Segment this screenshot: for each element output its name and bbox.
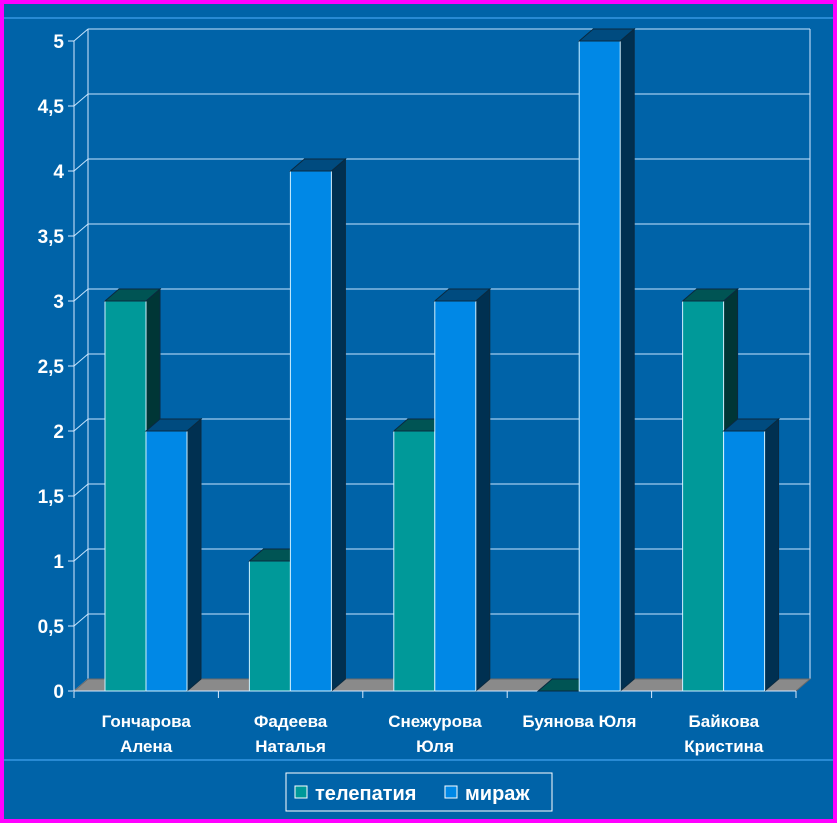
bar-front bbox=[393, 430, 436, 692]
bar-top bbox=[681, 288, 739, 302]
x-tick-label: Фадеева bbox=[254, 712, 328, 731]
y-tick-label: 3,5 bbox=[38, 227, 65, 248]
bar-side bbox=[764, 417, 780, 693]
bar-front bbox=[682, 300, 725, 692]
gridline-side bbox=[73, 288, 89, 302]
bar-мираж-2 bbox=[433, 287, 492, 693]
bar-мираж-4 bbox=[722, 417, 780, 693]
bar-front bbox=[289, 170, 332, 692]
bar-side bbox=[475, 287, 491, 693]
legend-swatch-мираж bbox=[444, 785, 458, 799]
y-tick-label: 4 bbox=[53, 162, 64, 183]
gridline-side bbox=[73, 353, 89, 367]
bar-мираж-0 bbox=[144, 417, 203, 693]
x-tick-label: Кристина bbox=[684, 737, 764, 756]
legend-swatch-телепатия bbox=[294, 785, 308, 799]
gridline-side bbox=[73, 28, 89, 42]
x-tick-label: Алена bbox=[120, 737, 173, 756]
legend-label-телепатия: телепатия bbox=[315, 783, 416, 805]
y-tick-label: 0 bbox=[53, 682, 64, 703]
bar-side bbox=[186, 417, 202, 693]
y-tick-label: 2,5 bbox=[38, 357, 65, 378]
legend-label-мираж: мираж bbox=[465, 783, 530, 805]
bar-top bbox=[577, 28, 636, 42]
gridline-side bbox=[73, 483, 89, 497]
x-tick-label: Наталья bbox=[255, 737, 326, 756]
gridline-side bbox=[73, 613, 89, 627]
gridline-side bbox=[73, 223, 89, 237]
x-tick-label: Буянова Юля bbox=[522, 712, 636, 731]
bar-мираж-3 bbox=[577, 27, 636, 693]
bar-front bbox=[145, 430, 188, 692]
x-tick-label: Юля bbox=[416, 737, 454, 756]
bar-front bbox=[723, 430, 766, 692]
y-tick-label: 5 bbox=[53, 32, 64, 53]
bar-top bbox=[289, 158, 347, 172]
bar-мираж-1 bbox=[289, 157, 347, 693]
y-tick-label: 3 bbox=[53, 292, 64, 313]
x-tick-label: Снежурова bbox=[388, 712, 482, 731]
x-tick-label: Гончарова bbox=[102, 712, 192, 731]
legend: телепатия мираж bbox=[285, 772, 553, 812]
bar-front bbox=[578, 40, 621, 692]
gridline-side bbox=[73, 548, 89, 562]
x-tick-label: Байкова bbox=[689, 712, 760, 731]
bar-side bbox=[330, 157, 346, 693]
bar-side bbox=[619, 27, 635, 693]
gridline-side bbox=[73, 418, 89, 432]
bar-top bbox=[433, 288, 492, 302]
y-tick-label: 1 bbox=[53, 552, 64, 573]
legend-box bbox=[285, 772, 553, 812]
bar-front bbox=[434, 300, 477, 692]
y-tick-label: 2 bbox=[53, 422, 64, 443]
gridline-side bbox=[73, 158, 89, 172]
bar-top bbox=[144, 418, 203, 432]
bar-front bbox=[248, 560, 291, 692]
y-tick-label: 1,5 bbox=[38, 487, 65, 508]
bar-top bbox=[722, 418, 780, 432]
bar-top bbox=[103, 288, 162, 302]
bar-front bbox=[104, 300, 147, 692]
y-tick-label: 4,5 bbox=[38, 97, 65, 118]
gridline-side bbox=[73, 93, 89, 107]
y-tick-label: 0,5 bbox=[38, 617, 65, 638]
